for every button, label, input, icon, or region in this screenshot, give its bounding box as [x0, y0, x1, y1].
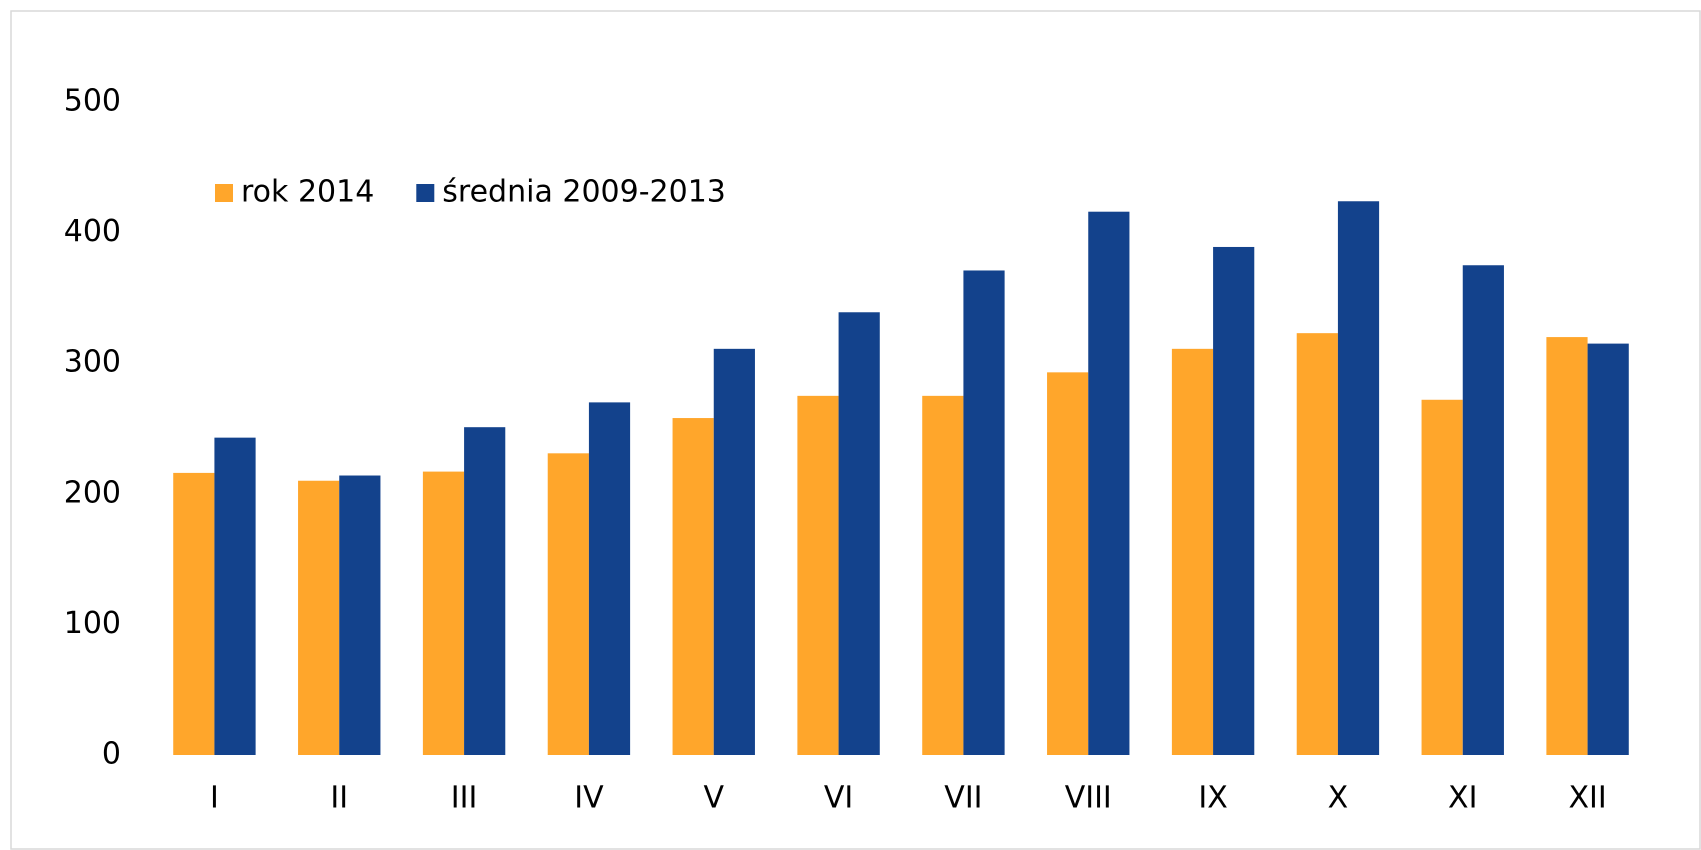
bar [1462, 265, 1504, 755]
x-tick-label: V [703, 781, 724, 816]
x-tick-label: X [1328, 781, 1349, 816]
bar [713, 348, 755, 755]
bar [672, 418, 714, 755]
legend-swatch [215, 184, 233, 202]
bar [339, 475, 381, 755]
y-tick-label: 0 [102, 737, 121, 772]
x-tick-label: VI [824, 781, 853, 816]
bar [963, 270, 1005, 755]
bar [1213, 246, 1255, 755]
legend-label: rok 2014 [241, 175, 374, 210]
bar [922, 395, 964, 755]
x-tick-label: II [330, 781, 348, 816]
bar [1546, 337, 1588, 755]
y-tick-label: 300 [64, 345, 121, 380]
bar [1337, 201, 1380, 756]
x-tick-label: VII [944, 781, 982, 816]
bar [1587, 343, 1629, 755]
y-tick-label: 500 [64, 84, 121, 119]
x-tick-label: IX [1198, 781, 1227, 816]
bar [298, 480, 340, 755]
x-tick-label: III [451, 781, 478, 816]
y-tick-label: 200 [64, 475, 121, 510]
x-tick-label: XII [1568, 781, 1606, 816]
bar [1421, 399, 1463, 755]
legend-swatch [416, 184, 435, 202]
bar [797, 395, 839, 755]
bar [1088, 211, 1130, 756]
bar [214, 437, 256, 755]
bar [588, 402, 631, 755]
bar [1171, 348, 1214, 755]
legend-label: średnia 2009-2013 [442, 175, 726, 210]
x-tick-label: VIII [1065, 781, 1112, 816]
x-tick-label: XI [1448, 781, 1477, 816]
x-tick-label: I [210, 781, 219, 816]
bar [422, 471, 465, 755]
y-tick-label: 400 [64, 214, 121, 249]
bar [464, 427, 506, 755]
bar [1047, 372, 1089, 755]
x-tick-label: IV [574, 781, 604, 816]
bar [838, 312, 880, 755]
y-tick-label: 100 [64, 606, 121, 641]
bar [173, 472, 215, 755]
bar [1296, 333, 1338, 755]
bar [547, 453, 589, 755]
